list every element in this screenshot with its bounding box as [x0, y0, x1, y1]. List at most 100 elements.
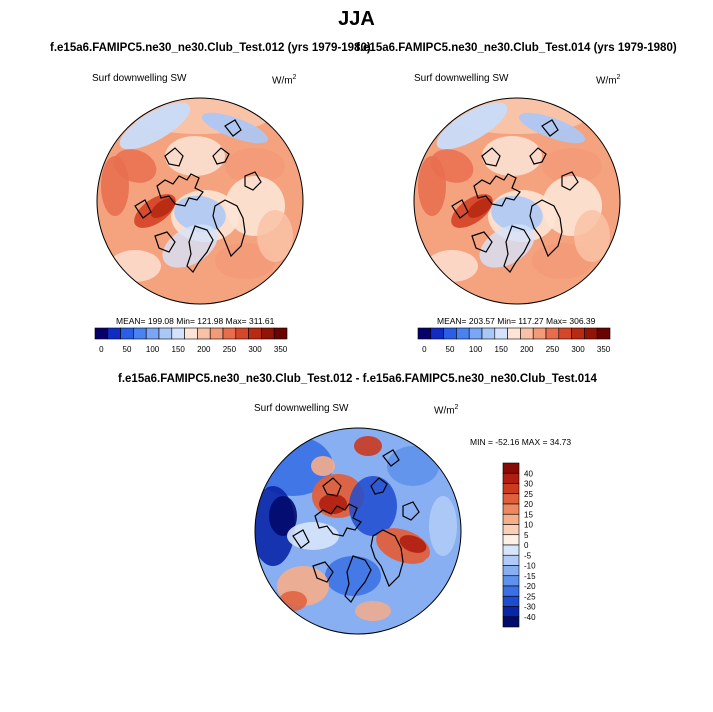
field-contour: [101, 156, 129, 216]
panel2-colorbar-swatch: [494, 327, 508, 340]
field-contour: [387, 446, 439, 486]
field-contour: [574, 210, 610, 262]
field-contour: [165, 136, 225, 176]
field-contour: [436, 102, 508, 150]
panel1-colorbar-tick-label: 150: [172, 345, 186, 354]
panel3-colorbar-swatch: [502, 462, 520, 474]
panel3-colorbar-swatch: [502, 493, 520, 505]
panel3-colorbar-swatch: [502, 534, 520, 546]
coastline: [164, 147, 184, 167]
field-contour: [109, 250, 161, 282]
field-contour: [311, 456, 335, 476]
coastline: [402, 501, 420, 521]
panel2-colorbar: 0 50 100 150 200 250 300 350: [417, 327, 611, 354]
panel2-colorbar-swatch: [532, 327, 547, 340]
coastline: [212, 147, 230, 165]
panel3-colorbar-swatch: [502, 524, 520, 536]
coastline: [529, 199, 563, 258]
field-contour: [426, 250, 478, 282]
panel2-colorbar-swatch: [571, 327, 585, 340]
panel3-colorbar-swatch: [502, 483, 520, 495]
coastline: [312, 561, 334, 583]
panel3-colorbar-tick-label: -15: [524, 572, 536, 581]
panel3-colorbar-swatch: [502, 616, 520, 628]
coastline: [481, 147, 501, 167]
field-contour: [349, 476, 397, 536]
panel1-colorbar-swatch: [120, 327, 134, 340]
panel2-colorbar-swatch: [596, 327, 611, 340]
panel1-colorbar-tick-label: 200: [197, 345, 211, 354]
panel2-colorbar-swatch: [456, 327, 470, 340]
panel2-colorbar-tick-label: 300: [571, 345, 585, 354]
coastline: [473, 173, 521, 207]
field-contour: [287, 522, 339, 550]
panel1-colorbar-swatch: [133, 327, 147, 340]
map-boundary: [254, 427, 462, 635]
panel3-colorbar-swatch: [502, 575, 520, 587]
panel3-colorbar-tick-label: -20: [524, 582, 536, 591]
panel1-stats: MEAN= 199.08 Min= 121.98 Max= 311.61: [116, 316, 275, 326]
panel1-case-title: f.e15a6.FAMIPC5.ne30_ne30.Club_Test.012 …: [50, 42, 371, 54]
coastline: [322, 477, 342, 497]
field-contour: [174, 195, 226, 233]
field-contour: [354, 436, 382, 456]
panel3-colorbar-tick-label: 25: [524, 490, 533, 499]
panel1-colorbar-swatch: [273, 327, 288, 340]
panel2-colorbar-tick-label: 250: [546, 345, 560, 354]
panel3-colorbar-tick-label: 10: [524, 521, 533, 530]
panel1-colorbar-swatch: [145, 327, 160, 340]
panel2-colorbar-swatch: [558, 327, 572, 340]
panel2-colorbar-swatch: [443, 327, 457, 340]
coastline: [344, 555, 372, 603]
field-contour: [429, 496, 457, 556]
panel2-stats: MEAN= 203.57 Min= 117.27 Max= 306.39: [437, 316, 596, 326]
panel1-colorbar-swatch: [261, 327, 275, 340]
panel1-colorbar-swatch: [184, 327, 198, 340]
panel2-colorbar-swatch: [430, 327, 444, 340]
field-contour: [225, 148, 285, 184]
panel3-colorbar-tick-label: 40: [524, 469, 533, 478]
panel1-colorbar-swatch: [158, 327, 173, 340]
coastline: [529, 147, 547, 165]
panel2-colorbar-swatch: [507, 327, 521, 340]
panel2-variable-label: Surf downwelling SW: [414, 73, 509, 84]
coastline: [314, 503, 362, 537]
panel1-colorbar-swatch: [94, 327, 109, 340]
panel3-colorbar-swatch: [502, 544, 520, 556]
coastline: [156, 173, 204, 207]
panel3-polar-map: [254, 427, 462, 635]
panel3-colorbar-tick-label: -25: [524, 592, 536, 601]
panel1-colorbar-tick-label: 0: [99, 345, 104, 354]
panel3-colorbar-tick-label: -10: [524, 562, 536, 571]
panel3-colorbar-swatch: [502, 472, 520, 484]
panel1-colorbar-swatch: [197, 327, 211, 340]
panel3-colorbar-tick-label: 5: [524, 531, 529, 540]
panel3-colorbar-swatch: [502, 503, 520, 515]
panel3-colorbar-swatch: [502, 585, 520, 597]
panel1-colorbar: 0 50 100 150 200 250 300 350: [94, 327, 288, 354]
panel3-case-title: f.e15a6.FAMIPC5.ne30_ne30.Club_Test.012 …: [118, 373, 597, 385]
panel1-colorbar-swatch: [248, 327, 262, 340]
panel3-colorbar-swatch: [502, 513, 520, 525]
panel3-colorbar-swatch: [502, 606, 520, 618]
map-boundary: [96, 97, 304, 305]
panel2-polar-map: [413, 97, 621, 305]
coastline: [212, 199, 246, 258]
field-contour: [399, 535, 427, 553]
panel2-colorbar-tick-label: 350: [597, 345, 611, 354]
coastline: [244, 171, 262, 191]
panel3-stats: MIN = -52.16 MAX = 34.73: [470, 437, 572, 447]
panel3-variable-label: Surf downwelling SW: [254, 403, 349, 414]
panel1-colorbar-tick-label: 300: [248, 345, 262, 354]
coastline: [503, 225, 531, 273]
panel1-units: W/m2: [272, 74, 297, 87]
panel2-colorbar-tick-label: 50: [446, 345, 455, 354]
map-boundary: [413, 97, 621, 305]
coastline: [382, 449, 400, 467]
field-contour: [417, 556, 449, 616]
field-contour: [201, 112, 269, 144]
field-contour: [542, 148, 602, 184]
panel1-colorbar-swatch: [107, 327, 121, 340]
panel1-variable-label: Surf downwelling SW: [92, 73, 187, 84]
panel2-colorbar-swatch: [545, 327, 560, 340]
